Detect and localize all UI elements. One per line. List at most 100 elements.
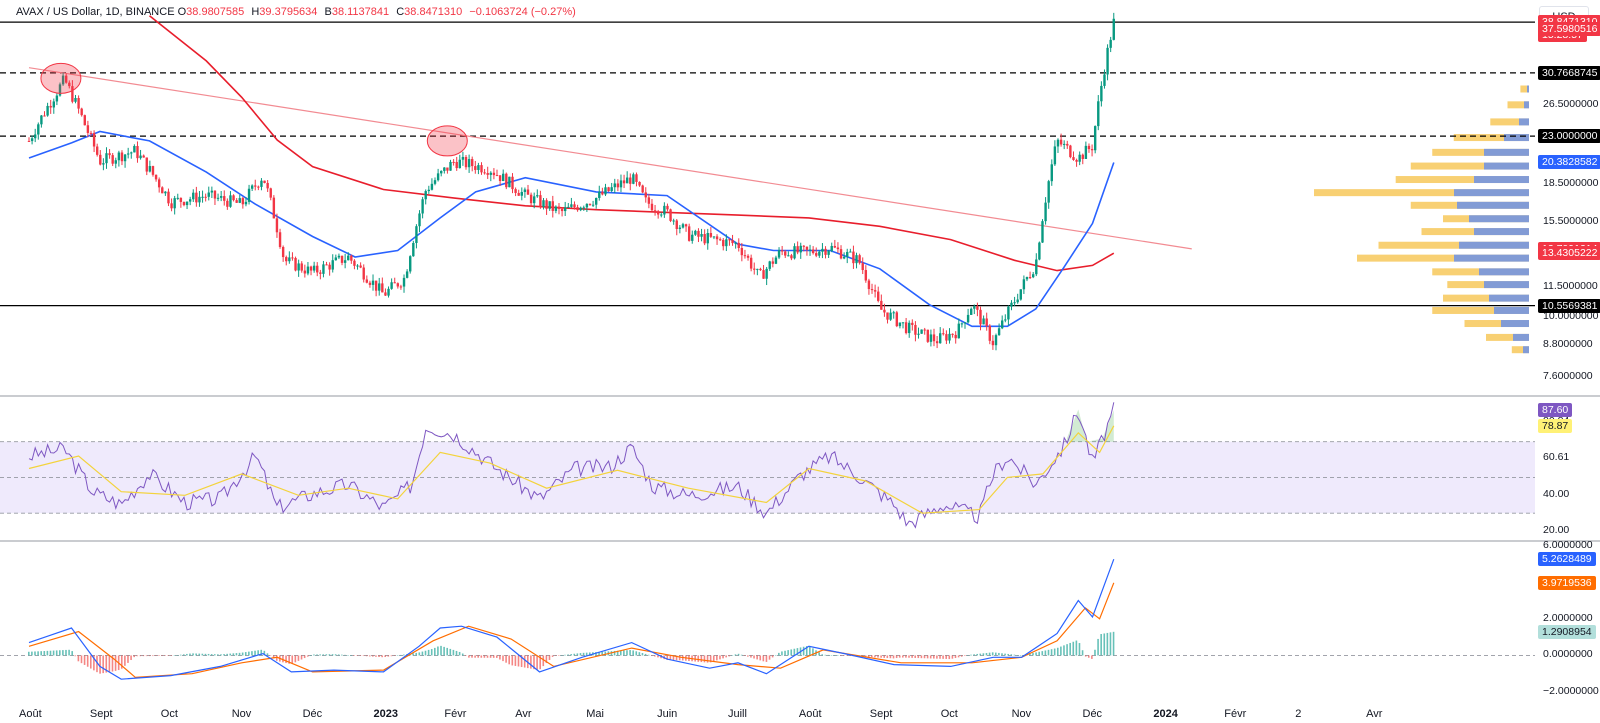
candle-body xyxy=(1069,145,1072,158)
candle-body xyxy=(1056,139,1060,147)
macd-histogram-bar xyxy=(139,655,142,657)
macd-axis-tick: 0.0000000 xyxy=(1543,648,1593,661)
macd-histogram-bar xyxy=(43,651,46,656)
time-axis-tick: Juin xyxy=(657,708,678,720)
macd-histogram-bar xyxy=(812,648,814,656)
macd-histogram-bar xyxy=(418,652,421,656)
macd-histogram-bar xyxy=(511,655,514,666)
macd-histogram-bar xyxy=(1097,638,1099,656)
rsi-value-badge: 87.60 xyxy=(1538,403,1573,418)
macd-histogram-bar xyxy=(145,655,148,657)
candle-body xyxy=(864,270,868,281)
macd-histogram-bar xyxy=(201,653,204,656)
candle-body xyxy=(167,191,170,204)
candle-body xyxy=(594,197,598,205)
candle-body xyxy=(198,196,201,203)
time-axis-tick: Sept xyxy=(869,708,893,720)
macd-histogram-bar xyxy=(545,655,548,664)
candle-body xyxy=(811,249,815,254)
candle-body xyxy=(675,220,678,229)
volume-profile-bar-up xyxy=(1464,320,1529,328)
candle-body xyxy=(275,218,279,233)
macd-histogram-bar xyxy=(960,655,963,657)
macd-histogram-bar xyxy=(731,655,734,656)
candle-body xyxy=(861,263,864,271)
macd-histogram-bar xyxy=(994,652,997,656)
macd-histogram-bar xyxy=(533,655,535,670)
candle-body xyxy=(1097,101,1100,127)
macd-histogram-bar xyxy=(325,654,328,656)
candle-body xyxy=(895,312,899,327)
candle-body xyxy=(449,161,452,171)
candle-body xyxy=(517,192,520,196)
open-label: O xyxy=(177,6,187,18)
candle-body xyxy=(241,198,245,205)
macd-histogram-bar xyxy=(840,655,842,656)
candle-body xyxy=(756,268,759,270)
candle-body xyxy=(498,175,502,182)
macd-histogram-bar xyxy=(557,655,560,656)
candle-body xyxy=(886,312,889,320)
candle-body xyxy=(830,245,833,251)
macd-histogram-bar xyxy=(768,655,771,660)
macd-histogram-bar xyxy=(641,653,644,656)
candle-body xyxy=(839,249,843,259)
candle-body xyxy=(353,260,356,266)
macd-histogram-bar xyxy=(579,653,582,656)
candle-body xyxy=(539,195,542,207)
candle-body xyxy=(852,251,855,264)
macd-histogram-bar xyxy=(124,655,126,666)
time-axis-tick: Août xyxy=(798,708,822,720)
macd-histogram-bar xyxy=(387,655,390,657)
macd-histogram-bar xyxy=(1106,632,1109,656)
candle-body xyxy=(343,260,347,263)
macd-histogram-bar xyxy=(964,655,966,657)
time-axis-tick: Févr xyxy=(1224,708,1247,720)
macd-histogram-bar xyxy=(1112,631,1115,656)
macd-histogram-bar xyxy=(105,655,108,673)
volume-profile-bar-down xyxy=(1454,254,1529,262)
candle-body xyxy=(170,203,173,209)
candle-body xyxy=(192,192,195,200)
candle-body xyxy=(746,255,750,258)
candle-body xyxy=(687,226,691,241)
macd-histogram-bar xyxy=(251,651,253,656)
candle-body xyxy=(508,176,511,188)
candle-body xyxy=(1081,154,1084,159)
macd-histogram-bar xyxy=(892,655,895,659)
macd-histogram-bar xyxy=(77,655,80,662)
candle-body xyxy=(213,190,217,199)
candle-body xyxy=(309,266,313,271)
candle-body xyxy=(210,190,214,193)
candle-body xyxy=(260,180,263,187)
macd-histogram-bar xyxy=(368,655,371,657)
candle-body xyxy=(216,197,220,199)
candle-body xyxy=(1013,302,1016,304)
candle-body xyxy=(235,200,238,203)
macd-histogram-bar xyxy=(399,654,402,656)
candle-body xyxy=(551,201,554,211)
time-axis-tick: Déc xyxy=(302,708,323,720)
macd-histogram-bar xyxy=(443,646,445,656)
macd-histogram-bar xyxy=(874,655,876,658)
candle-body xyxy=(77,98,80,109)
macd-histogram-bar xyxy=(127,655,129,663)
candle-body xyxy=(390,282,393,289)
candle-body xyxy=(932,334,936,342)
candle-body xyxy=(988,325,991,341)
candle-body xyxy=(1062,143,1066,145)
macd-histogram-bar xyxy=(164,655,166,656)
candle-body xyxy=(176,197,179,199)
candle-body xyxy=(873,290,877,292)
macd-histogram-bar xyxy=(375,655,377,657)
candle-body xyxy=(272,197,276,219)
candle-body xyxy=(474,166,477,170)
candle-body xyxy=(771,261,775,264)
candle-body xyxy=(963,322,967,324)
macd-histogram-bar xyxy=(461,653,464,656)
candle-body xyxy=(486,173,489,175)
macd-histogram-bar xyxy=(520,655,523,668)
macd-histogram-bar xyxy=(1010,654,1013,656)
candle-body xyxy=(858,255,861,264)
